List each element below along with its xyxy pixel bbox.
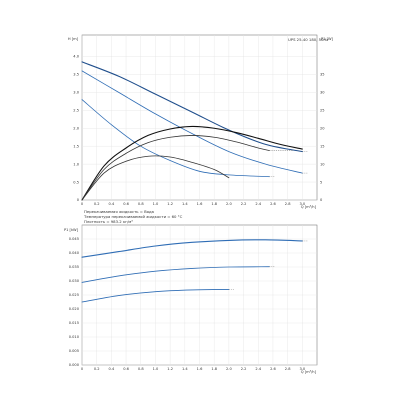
top-y2-tick-label: 15	[320, 144, 325, 148]
bottom-chart: 0 0.2 0.4 0.6 0.8 1.0 1.2 1.4 1.6 1.8 2.0 2.2 2.4 2.6…	[64, 224, 318, 374]
top-x-tick-label: 0.8	[138, 202, 144, 206]
top-x-tick-label: 1.6	[197, 202, 203, 206]
top-xlabel: Q [m³/h]	[301, 205, 317, 209]
bottom-x-tick-label: 2.8	[285, 367, 291, 371]
top-x-tick-label: 0.6	[123, 202, 129, 206]
bottom-x-tick-label: 2.4	[255, 367, 261, 371]
bottom-grid	[81, 225, 317, 366]
bottom-x-tick-label: 1.4	[182, 367, 188, 371]
bottom-x-tick-label: 1.0	[153, 367, 159, 371]
top-y2-tick-label: 10	[320, 162, 325, 166]
bottom-y-tick-label: 0.005	[69, 349, 79, 353]
bottom-x-tick-label: 2.2	[241, 367, 247, 371]
note-fluid: Перекачиваемая жидкость = Вода	[84, 209, 154, 214]
top-y2-tick-label: 5	[320, 180, 322, 184]
top-y2-tick-label: 30	[320, 91, 325, 95]
efficiency-line	[81, 125, 303, 201]
bottom-x-tick-label: 1.8	[211, 367, 217, 371]
top-y-tick-label: 3.5	[73, 73, 79, 77]
bottom-x-tick-label: 3.0	[299, 367, 305, 371]
bottom-x-tick-label: 0.6	[123, 367, 129, 371]
bottom-x-tick-label: 0.4	[109, 367, 115, 371]
top-x-tick-label: 0.2	[94, 202, 100, 206]
note-temperature: Температура перекачиваемой жидкости = 60…	[83, 214, 183, 219]
bottom-ylabel: P1 [kW]	[64, 228, 79, 232]
top-x-tick-label: 2.2	[241, 202, 247, 206]
efficiency-line	[81, 155, 230, 201]
top-chart: 0 0.2 0.4 0.6 0.8 1.0 1.2 1.4 1.6 1.8 2.0 2.2 2.4 2.6…	[68, 34, 334, 224]
power-curve-line	[81, 266, 270, 283]
top-y2-tick-label: 25	[320, 109, 325, 113]
top-x-tick-label: 2.6	[270, 202, 276, 206]
top-x-tick-label: 0.4	[109, 202, 115, 206]
bottom-y-tick-label: 0.040	[69, 251, 80, 255]
top-x-tick-label: 1.0	[153, 202, 159, 206]
bottom-xlabel: Q [m³/h]	[301, 370, 317, 374]
bottom-x-tick-label: 2.6	[270, 367, 276, 371]
bottom-y-tick-label: 0.035	[69, 265, 79, 269]
top-x-tick-label: 1.4	[182, 202, 188, 206]
top-x-tick-label: 2.8	[285, 202, 291, 206]
bottom-y-tick-label: 0.010	[69, 335, 80, 339]
power-curve-line	[81, 288, 230, 303]
bottom-x-tick-label: 1.2	[167, 367, 173, 371]
efficiency-line	[81, 135, 270, 201]
bottom-y-tick-label: 0.000	[69, 363, 80, 367]
note-density: Плотность = 983.2 кг/м³	[84, 219, 133, 224]
bottom-y-tick-label: 0.030	[69, 279, 80, 283]
top-axes: 0 0.2 0.4 0.6 0.8 1.0 1.2 1.4 1.6 1.8 2.0 2.2 2.4 2.6…	[73, 55, 325, 206]
bottom-x-tick-label: 0	[81, 367, 84, 371]
top-y-tick-label: 2.5	[73, 109, 79, 113]
top-y-tick-label: 0.5	[73, 180, 79, 184]
top-y-tick-label: 1.5	[73, 144, 79, 148]
top-y-tick-label: 3.0	[73, 91, 79, 95]
top-y-tick-label: 4.0	[73, 55, 79, 59]
top-x-tick-label: 3.0	[299, 202, 305, 206]
top-x-tick-label: 2.4	[255, 202, 261, 206]
bottom-y-tick-label: 0.015	[69, 321, 79, 325]
bottom-x-tick-label: 2.0	[226, 367, 232, 371]
top-y-tick-label: 1.0	[73, 162, 79, 166]
top-y-tick-label: 0	[77, 198, 80, 202]
bottom-y-tick-label: 0.045	[69, 237, 79, 241]
top-x-tick-label: 1.2	[167, 202, 173, 206]
top-ylabel: H [m]	[68, 37, 79, 41]
pump-curve-line	[81, 70, 303, 174]
top-y2-tick-label: 0	[320, 198, 323, 202]
top-x-tick-label: 0	[81, 202, 84, 206]
bottom-y-tick-label: 0.020	[69, 307, 80, 311]
top-y2-tick-label: 20	[320, 126, 325, 130]
top-y-tick-label: 2.0	[73, 126, 79, 130]
pump-curve-line	[81, 61, 303, 153]
bottom-x-tick-label: 0.2	[94, 367, 100, 371]
pump-curve-line	[81, 99, 270, 178]
power-curve-line	[81, 239, 303, 258]
bottom-y-tick-label: 0.025	[69, 293, 79, 297]
top-x-tick-label: 1.8	[211, 202, 217, 206]
top-y2-tick-label: 35	[320, 73, 325, 77]
bottom-axes: 0 0.2 0.4 0.6 0.8 1.0 1.2 1.4 1.6 1.8 2.0 2.2 2.4 2.6…	[69, 237, 306, 371]
bottom-x-tick-label: 1.6	[197, 367, 203, 371]
bottom-series	[81, 239, 308, 303]
top-title: UPS 25-40 180, 50Hz	[288, 37, 328, 42]
top-series	[81, 61, 309, 201]
top-y2label: P1 [W]	[321, 37, 334, 41]
top-x-tick-label: 2.0	[226, 202, 232, 206]
bottom-x-tick-label: 0.8	[138, 367, 144, 371]
